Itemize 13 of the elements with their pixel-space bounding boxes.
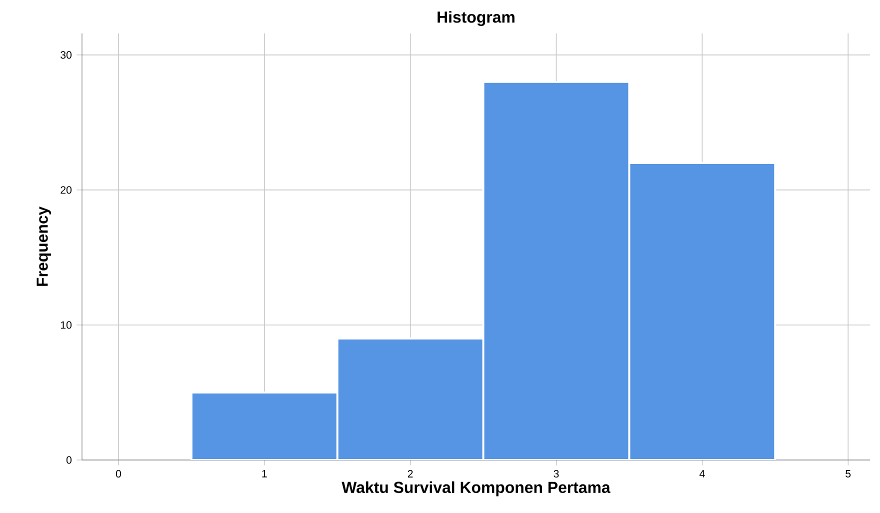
x-tick-label: 1 [262,470,267,478]
x-tick-label: 2 [408,470,413,478]
x-tick-label: 4 [699,470,705,478]
x-axis-title: Waktu Survival Komponen Pertama [342,481,610,496]
chart-title: Histogram [438,11,514,26]
x-tick-label: 5 [846,470,851,478]
y-tick-label: 20 [60,186,72,194]
x-tick-label: 3 [554,470,559,478]
y-axis-title: Frequency [36,206,52,286]
y-tick-label: 30 [60,51,72,59]
y-tick-label: 0 [66,456,72,464]
y-tick-label: 10 [60,321,72,329]
x-tick-label: 0 [116,470,122,478]
